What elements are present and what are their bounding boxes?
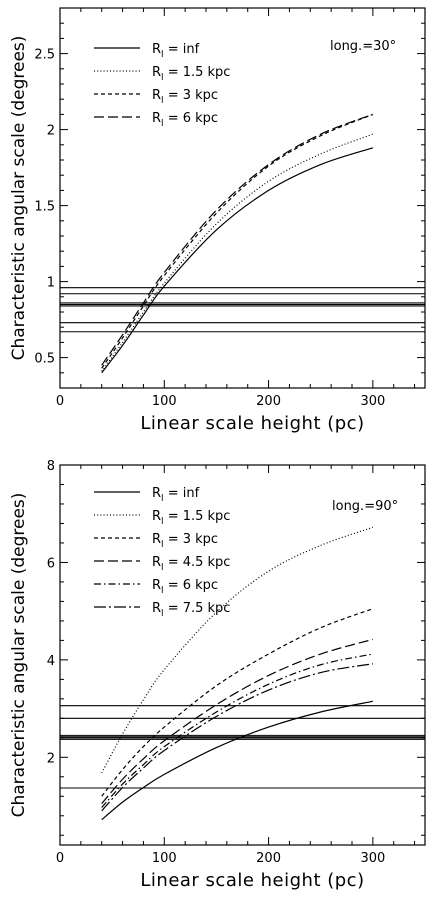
y-tick-label: 2 — [47, 124, 55, 139]
x-tick-label: 200 — [256, 394, 281, 409]
x-tick-label: 100 — [152, 394, 177, 409]
series-line-5 — [101, 653, 373, 808]
y-tick-label: 2 — [47, 751, 55, 766]
x-axis-label: Linear scale height (pc) — [140, 870, 364, 891]
y-tick-label: 0.5 — [34, 352, 55, 367]
legend: Rl = inf Rl = 1.5 kpc Rl = 3 kpc Rl = 4.5 k… — [94, 486, 230, 619]
series-line-3 — [101, 608, 374, 797]
legend-label: Rl = 1.5 kpc — [152, 65, 230, 83]
y-axis-label: Characteristic angular scale (degrees) — [9, 493, 29, 818]
series-line-1 — [101, 700, 373, 821]
x-tick-label: 0 — [56, 394, 64, 409]
plot-frame — [59, 7, 426, 389]
chart-panel-1: 0 100 200 300 0.5 1 1.5 2 2.5 Linear scale height… — [9, 7, 426, 434]
series-line-6 — [101, 663, 373, 812]
series-line-2 — [101, 133, 374, 372]
legend-label: Rl = inf — [152, 42, 200, 60]
series-line-4 — [101, 113, 374, 366]
x-tick-label: 300 — [360, 851, 385, 866]
legend-label: Rl = 4.5 kpc — [152, 555, 230, 573]
plot-area — [60, 526, 425, 821]
y-tick-label: 8 — [47, 459, 55, 474]
x-tick-label: 0 — [56, 851, 64, 866]
y-tick-label: 1 — [47, 276, 55, 291]
x-tick-label: 200 — [256, 851, 281, 866]
legend-label: Rl = 1.5 kpc — [152, 509, 230, 527]
chart-panel-2: 0 100 200 300 2 4 6 8 Linear scale height (pc) Ch… — [9, 459, 426, 891]
legend-label: Rl = 6 kpc — [152, 111, 218, 129]
series-line-1 — [101, 147, 374, 374]
legend: Rl = inf Rl = 1.5 kpc Rl = 3 kpc Rl = 6 kpc — [94, 42, 230, 129]
panel-annotation: long.=30° — [330, 39, 396, 54]
x-tick-label: 300 — [360, 394, 385, 409]
y-tick-label: 4 — [47, 654, 55, 669]
x-tick-label: 100 — [152, 851, 177, 866]
series-line-4 — [101, 638, 374, 804]
y-tick-label: 1.5 — [34, 200, 55, 215]
plot-area — [60, 113, 425, 374]
panel-annotation: long.=90° — [332, 499, 398, 514]
legend-label: Rl = 3 kpc — [152, 532, 218, 550]
legend-label: Rl = 7.5 kpc — [152, 601, 230, 619]
legend-label: Rl = inf — [152, 486, 200, 504]
legend-label: Rl = 6 kpc — [152, 578, 218, 596]
y-tick-label: 2.5 — [34, 48, 55, 63]
series-line-3 — [101, 113, 374, 369]
legend-label: Rl = 3 kpc — [152, 88, 218, 106]
x-axis-label: Linear scale height (pc) — [140, 413, 364, 434]
y-tick-label: 6 — [47, 556, 55, 571]
y-axis-label: Characteristic angular scale (degrees) — [9, 36, 29, 361]
plot-frame — [59, 464, 426, 846]
